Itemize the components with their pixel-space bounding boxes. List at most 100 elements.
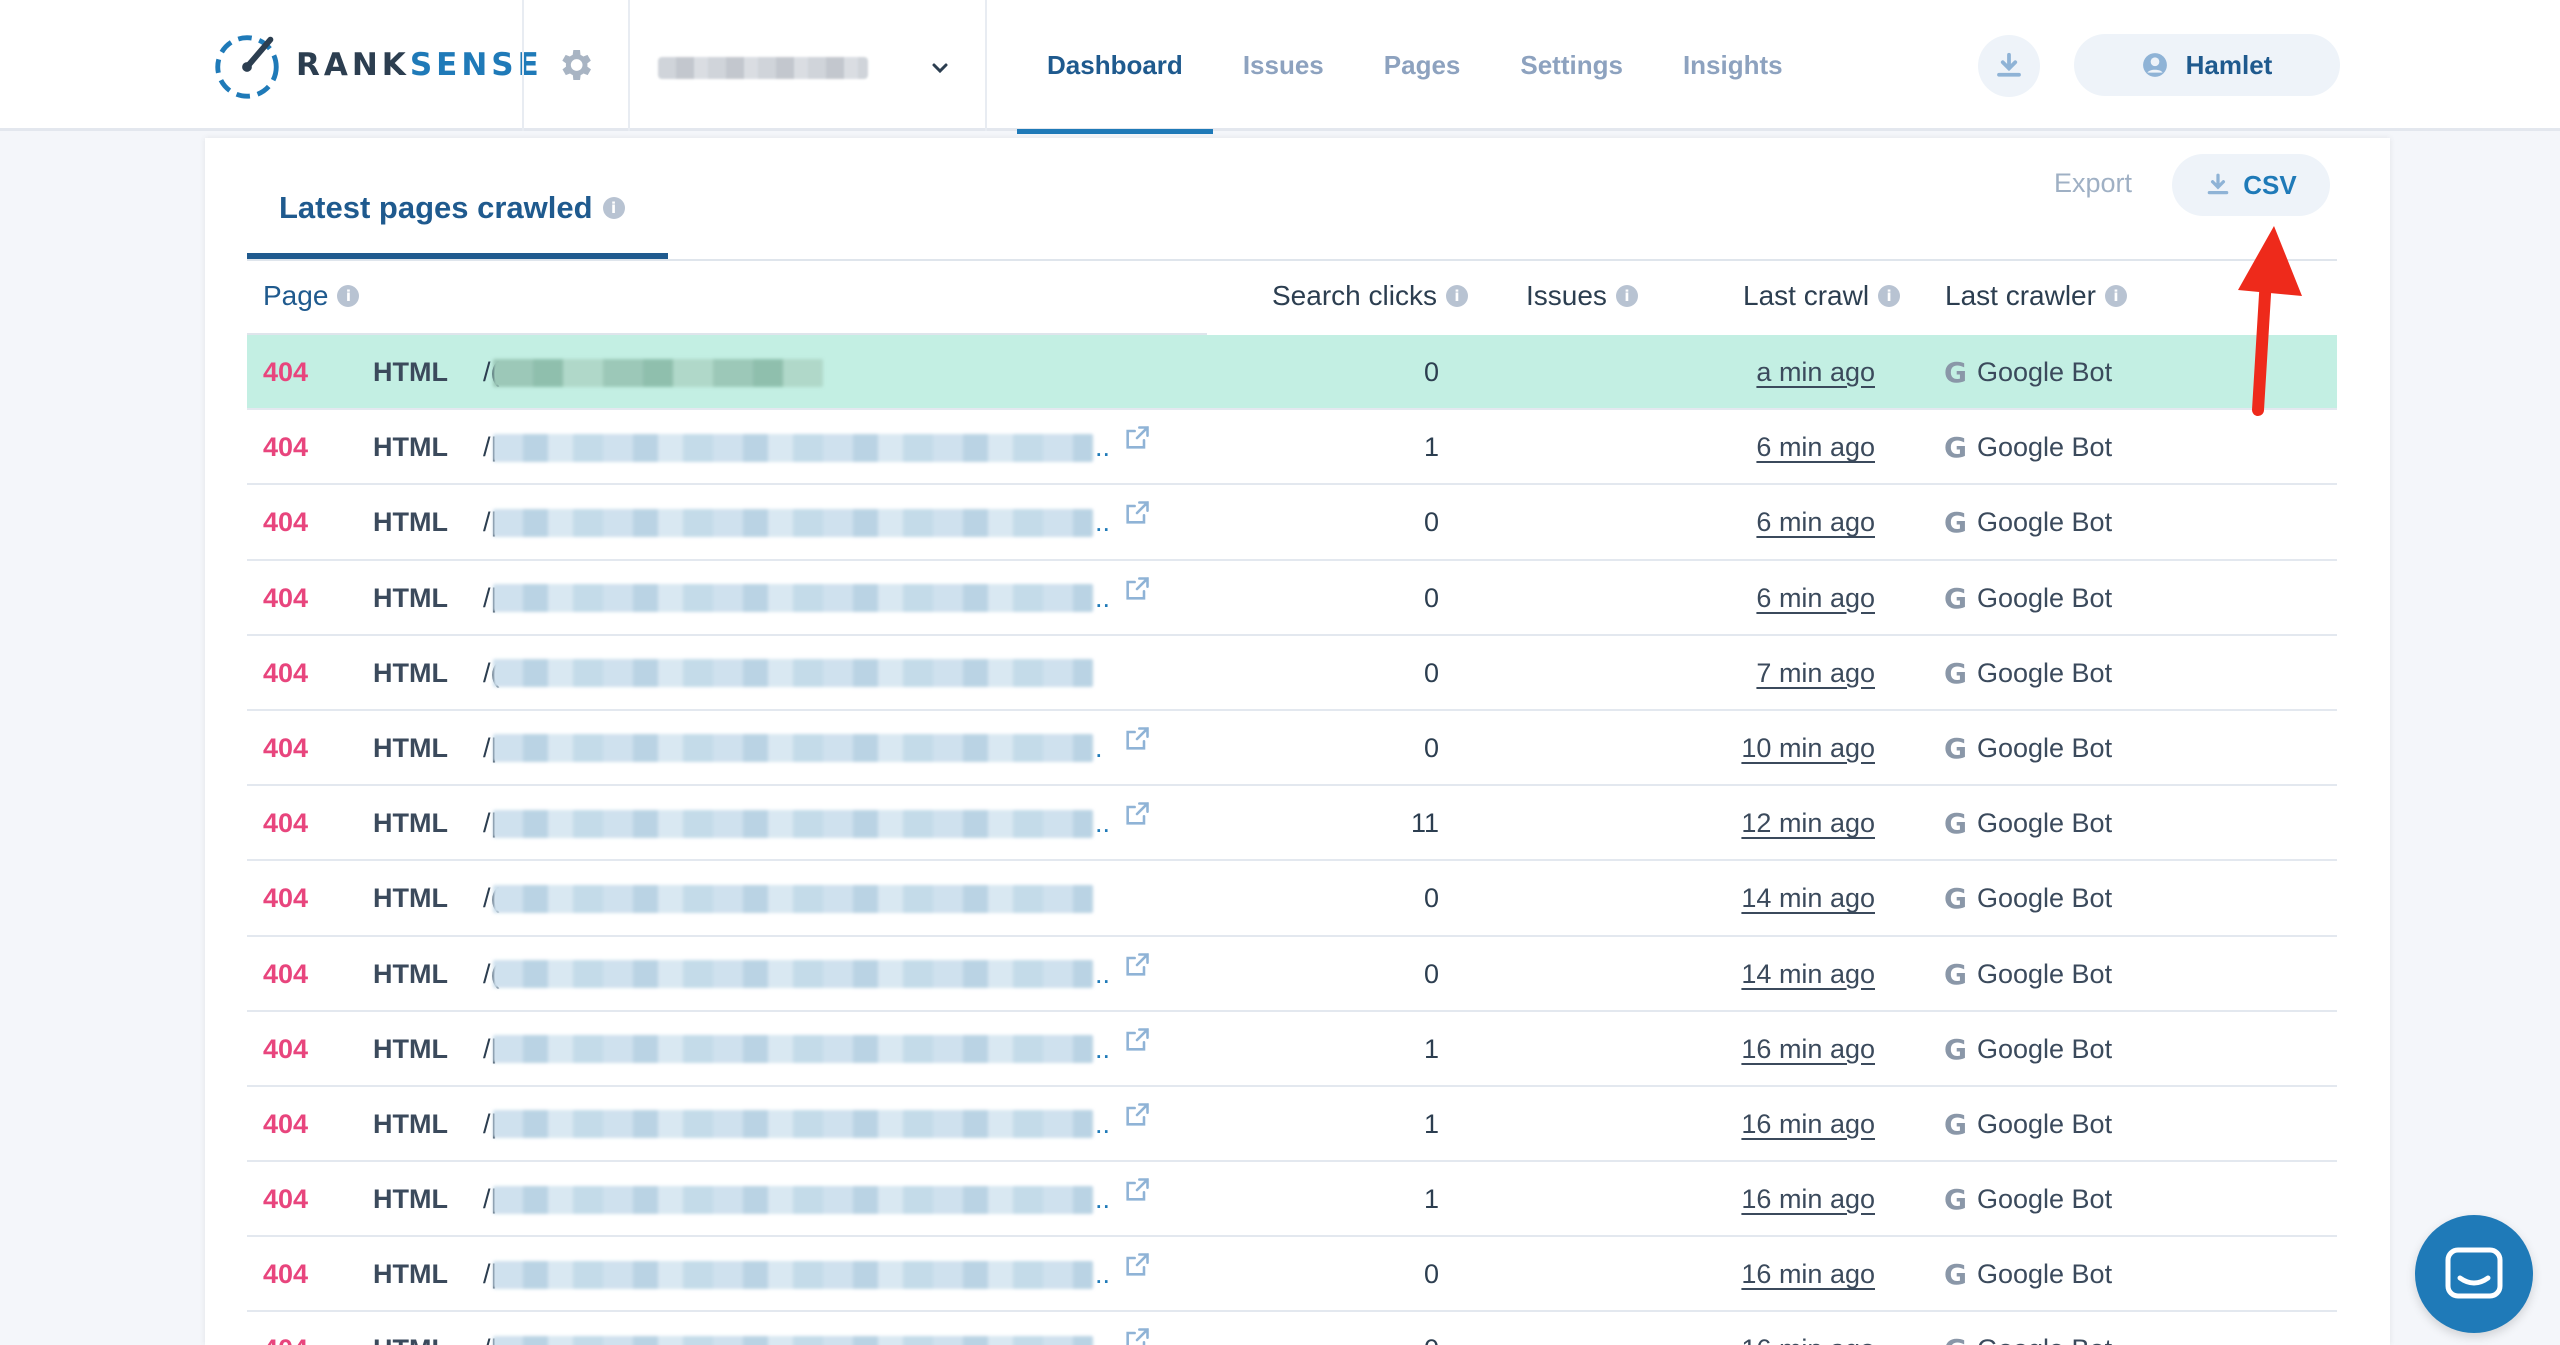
crawler-name: Google Bot (1976, 808, 2113, 839)
page-url-link[interactable] (493, 335, 1093, 410)
ranksense-logo[interactable]: RANKSENSE (208, 26, 543, 104)
last-crawl-link[interactable]: 7 min ago (1756, 657, 1875, 688)
external-link-icon[interactable] (1123, 1101, 1151, 1129)
redacted-url (493, 358, 823, 387)
table-row[interactable]: 404 HTML/|.. 0 6 min ago G Google Bot (247, 561, 2337, 636)
table-row[interactable]: 404 HTML/(0 a min ago G Google Bot (247, 335, 2337, 411)
download-button[interactable] (1978, 35, 2040, 97)
external-link-icon[interactable] (1123, 800, 1151, 828)
search-clicks-value: 1 (1423, 1033, 1439, 1064)
csv-export-button[interactable]: CSV (2172, 154, 2330, 216)
external-link-icon[interactable] (1123, 1026, 1151, 1054)
table-row[interactable]: 404 HTML/(0 7 min ago G Google Bot (247, 636, 2337, 711)
status-code: 404 (263, 732, 309, 763)
table-row[interactable]: 404 HTML/|.. 11 12 min ago G Google Bot (247, 786, 2337, 862)
content-type: HTML (373, 883, 448, 914)
tab-latest-pages[interactable]: Latest pages crawled i (279, 190, 625, 226)
info-icon[interactable]: i (1445, 285, 1468, 307)
redacted-url (493, 1260, 1093, 1289)
table-row[interactable]: 404 HTML/|. 0 10 min ago G Google Bot (247, 711, 2337, 787)
status-code: 404 (263, 883, 309, 914)
logo-gauge-icon (215, 35, 279, 99)
page-url-link[interactable] (493, 1012, 1093, 1087)
nav-settings[interactable]: Settings (1520, 50, 1623, 80)
external-link-icon[interactable] (1123, 499, 1151, 527)
last-crawl-link[interactable]: 6 min ago (1756, 432, 1875, 463)
url-ellipsis: .. (1095, 1184, 1111, 1215)
page-url-link[interactable] (493, 485, 1093, 560)
last-crawl-link[interactable]: 16 min ago (1741, 1184, 1875, 1215)
last-crawler: G Google Bot (1944, 410, 2112, 485)
nav-dashboard[interactable]: Dashboard (1017, 0, 1213, 134)
crawler-name: Google Bot (1977, 1334, 2112, 1345)
page-url-link[interactable] (493, 937, 1093, 1012)
content-type: HTML (373, 1108, 448, 1139)
col-header-issues[interactable]: Issues i (1526, 280, 1638, 312)
col-header-search-clicks[interactable]: Search clicks i (1272, 280, 1468, 312)
table-row[interactable]: 404 HTML/(0 14 min ago G Google Bot (247, 861, 2337, 937)
last-crawl-link[interactable]: 10 min ago (1741, 732, 1875, 763)
page-url-link[interactable] (493, 561, 1093, 636)
external-link-icon[interactable] (1123, 951, 1151, 979)
table-row[interactable]: 404 HTML/(.. 0 14 min ago G Google Bot (247, 937, 2337, 1012)
page-url-link[interactable] (493, 1162, 1093, 1237)
info-icon[interactable]: i (1615, 285, 1638, 307)
download-icon (2207, 173, 2229, 195)
search-clicks-value: 0 (1423, 958, 1439, 989)
user-menu-button[interactable]: Hamlet (2074, 34, 2340, 96)
col-header-last-crawler[interactable]: Last crawler i (1945, 280, 2127, 312)
page-url-link[interactable] (493, 861, 1093, 936)
last-crawl-link[interactable]: 16 min ago (1741, 1033, 1875, 1064)
page-url-link[interactable] (493, 1237, 1093, 1312)
user-icon (2142, 53, 2167, 77)
page-url-link[interactable] (493, 636, 1093, 711)
nav-pages[interactable]: Pages (1383, 50, 1461, 80)
external-link-icon[interactable] (1123, 1326, 1151, 1345)
nav-issues[interactable]: Issues (1242, 50, 1324, 80)
external-link-icon[interactable] (1123, 424, 1151, 452)
chat-launcher-button[interactable] (2415, 1215, 2533, 1333)
page-url-link[interactable] (493, 410, 1093, 485)
redacted-url (493, 508, 1093, 537)
redacted-url (493, 433, 1093, 462)
table-row[interactable]: 404 HTML/|.. 1 6 min ago G Google Bot (247, 410, 2337, 486)
last-crawl-link[interactable]: 14 min ago (1741, 883, 1875, 914)
info-icon[interactable]: i (337, 285, 360, 307)
site-selector[interactable] (658, 50, 958, 86)
table-row[interactable]: 404 HTML/|.. 1 16 min ago G Google Bot (247, 1162, 2337, 1238)
last-crawl-link[interactable]: 6 min ago (1756, 582, 1875, 613)
page-url-link[interactable] (493, 1087, 1093, 1162)
col-header-page[interactable]: Page i (263, 280, 360, 312)
search-clicks-value: 11 (1410, 808, 1439, 839)
header-divider (522, 0, 524, 131)
page-url-link[interactable] (493, 711, 1093, 786)
google-g-icon: G (1944, 1183, 1967, 1217)
info-icon[interactable]: i (602, 197, 625, 219)
external-link-icon[interactable] (1123, 1251, 1151, 1279)
col-header-last-crawl[interactable]: Last crawl i (1743, 280, 1901, 312)
nav-insights[interactable]: Insights (1682, 50, 1783, 80)
last-crawl-link[interactable]: 14 min ago (1741, 958, 1875, 989)
page-url-link[interactable] (493, 786, 1093, 861)
gear-icon[interactable] (555, 45, 595, 85)
info-icon[interactable]: i (2104, 285, 2127, 307)
google-g-icon: G (1944, 807, 1967, 841)
last-crawl-link[interactable]: 16 min ago (1741, 1108, 1875, 1139)
external-link-icon[interactable] (1123, 575, 1151, 603)
table-row[interactable]: 404 HTML/|.. 0 6 min ago G Google Bot (247, 485, 2337, 561)
last-crawl-link[interactable]: 6 min ago (1756, 507, 1875, 538)
page-url-link[interactable] (493, 1312, 1093, 1345)
table-row[interactable]: 404 HTML/|.. 1 16 min ago G Google Bot (247, 1087, 2337, 1163)
info-icon[interactable]: i (1878, 285, 1901, 307)
external-link-icon[interactable] (1123, 725, 1151, 753)
redacted-site-name (658, 57, 868, 79)
external-link-icon[interactable] (1123, 1176, 1151, 1204)
table-row[interactable]: 404 HTML/|.. 1 16 min ago G Google Bot (247, 1012, 2337, 1087)
last-crawl-link[interactable]: 16 min ago (1741, 1259, 1875, 1290)
last-crawl-link[interactable]: 16 min ago (1647, 1312, 1875, 1345)
status-code: 404 (263, 1312, 308, 1345)
last-crawl-link[interactable]: a min ago (1756, 357, 1875, 387)
last-crawl-link[interactable]: 12 min ago (1741, 808, 1875, 839)
